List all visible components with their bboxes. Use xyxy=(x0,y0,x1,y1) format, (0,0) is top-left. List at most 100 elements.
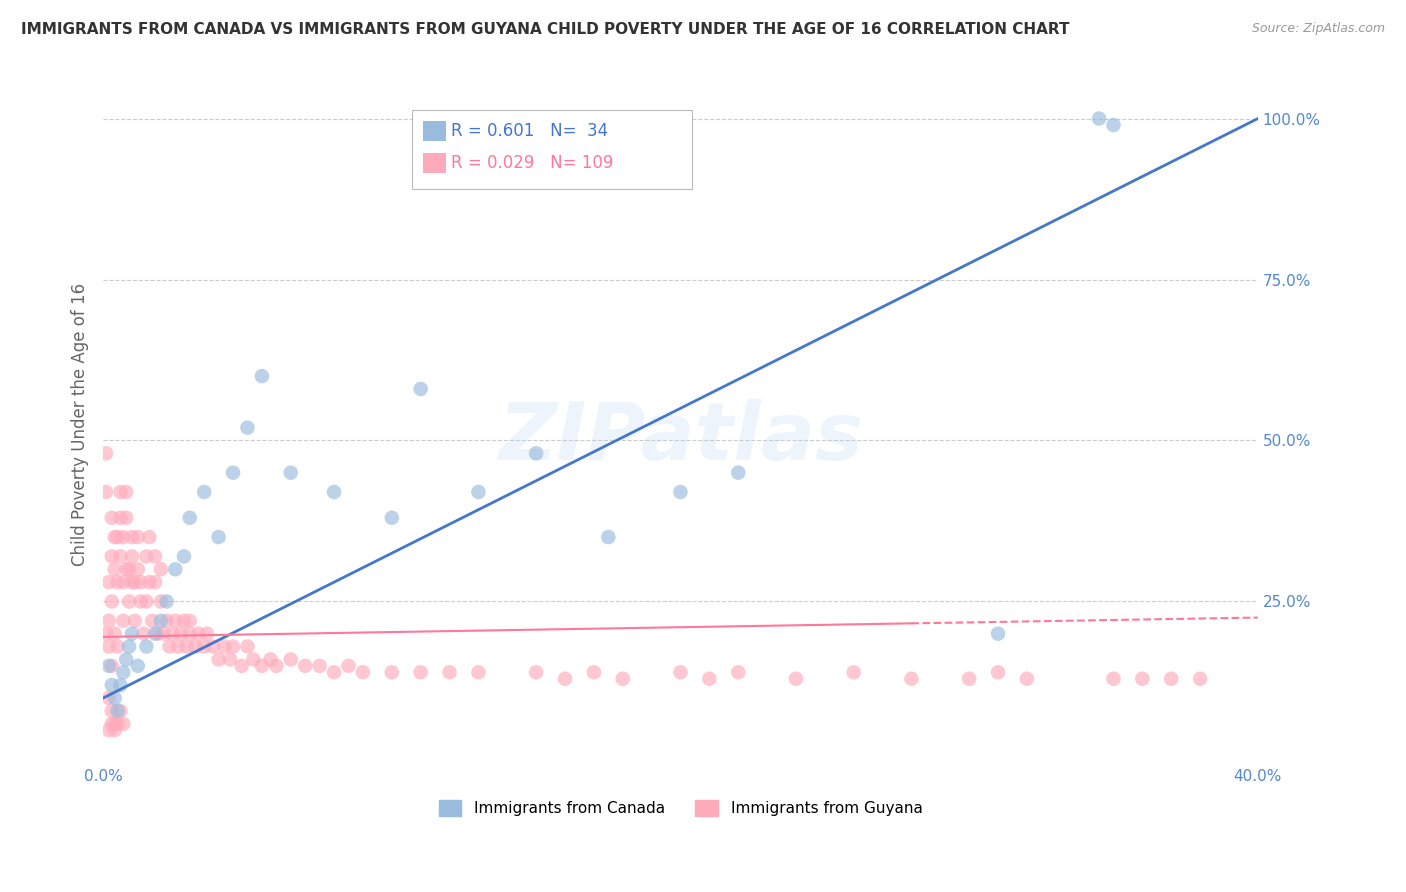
Point xyxy=(900,672,922,686)
Text: R = 0.029   N= 109: R = 0.029 N= 109 xyxy=(451,154,613,172)
Point xyxy=(110,549,132,564)
Y-axis label: Child Poverty Under the Age of 16: Child Poverty Under the Age of 16 xyxy=(72,283,89,566)
Point xyxy=(104,723,127,738)
Point xyxy=(582,665,605,680)
Point xyxy=(236,640,259,654)
Point xyxy=(97,658,120,673)
Point xyxy=(669,665,692,680)
Point xyxy=(101,510,124,524)
Point xyxy=(121,549,143,564)
Point xyxy=(101,678,124,692)
Point xyxy=(1189,672,1212,686)
Point xyxy=(107,716,129,731)
Point xyxy=(259,652,281,666)
Point xyxy=(957,672,980,686)
Point xyxy=(104,530,127,544)
Point xyxy=(193,640,215,654)
Text: Source: ZipAtlas.com: Source: ZipAtlas.com xyxy=(1251,22,1385,36)
Point xyxy=(121,530,143,544)
Point xyxy=(127,562,149,576)
Point xyxy=(179,510,201,524)
Point xyxy=(162,626,184,640)
Point xyxy=(112,665,135,680)
Point xyxy=(193,485,215,500)
Point xyxy=(94,446,117,460)
Point xyxy=(222,640,245,654)
Point xyxy=(612,672,634,686)
Point xyxy=(467,485,489,500)
Point xyxy=(554,672,576,686)
Point xyxy=(1102,118,1125,132)
Point xyxy=(699,672,721,686)
Point xyxy=(323,485,346,500)
Point xyxy=(323,665,346,680)
Point xyxy=(143,626,166,640)
Point xyxy=(127,658,149,673)
Point xyxy=(165,614,187,628)
Point xyxy=(135,549,157,564)
Point xyxy=(242,652,264,666)
Point xyxy=(110,704,132,718)
Point xyxy=(124,614,146,628)
Point xyxy=(1088,112,1111,126)
Point xyxy=(598,530,620,544)
Point xyxy=(176,640,198,654)
Point xyxy=(115,485,138,500)
Point xyxy=(112,614,135,628)
Point xyxy=(381,510,404,524)
Point xyxy=(143,549,166,564)
Text: R = 0.601   N=  34: R = 0.601 N= 34 xyxy=(451,122,609,140)
Point xyxy=(236,420,259,434)
Point xyxy=(280,652,302,666)
Point xyxy=(94,485,117,500)
Point xyxy=(118,594,141,608)
Point xyxy=(110,678,132,692)
Point xyxy=(381,665,404,680)
Point xyxy=(1102,672,1125,686)
Point xyxy=(107,575,129,590)
Text: IMMIGRANTS FROM CANADA VS IMMIGRANTS FROM GUYANA CHILD POVERTY UNDER THE AGE OF : IMMIGRANTS FROM CANADA VS IMMIGRANTS FRO… xyxy=(21,22,1070,37)
Point xyxy=(112,530,135,544)
Point xyxy=(107,704,129,718)
Point xyxy=(129,594,152,608)
Point xyxy=(250,658,273,673)
Point xyxy=(179,626,201,640)
Point xyxy=(118,562,141,576)
Point xyxy=(219,652,242,666)
Point xyxy=(101,549,124,564)
Point xyxy=(1015,672,1038,686)
Point xyxy=(141,614,163,628)
Point xyxy=(112,716,135,731)
Point xyxy=(352,665,374,680)
Point xyxy=(409,665,432,680)
Point xyxy=(104,716,127,731)
Point xyxy=(110,485,132,500)
Point xyxy=(280,466,302,480)
Point xyxy=(135,594,157,608)
Point xyxy=(987,665,1010,680)
Point xyxy=(118,640,141,654)
Point xyxy=(669,485,692,500)
Point xyxy=(135,640,157,654)
Point xyxy=(101,658,124,673)
Point xyxy=(101,594,124,608)
Point xyxy=(97,691,120,706)
Point xyxy=(104,691,127,706)
Point xyxy=(167,640,190,654)
Point xyxy=(266,658,288,673)
Point xyxy=(170,626,193,640)
Point xyxy=(173,614,195,628)
Point xyxy=(179,614,201,628)
Point xyxy=(524,665,547,680)
Point xyxy=(129,575,152,590)
Point xyxy=(94,626,117,640)
Point xyxy=(149,614,172,628)
Point xyxy=(201,640,224,654)
Point xyxy=(97,723,120,738)
Point xyxy=(121,575,143,590)
Point xyxy=(138,575,160,590)
Point xyxy=(104,562,127,576)
Point xyxy=(101,704,124,718)
Point xyxy=(308,658,330,673)
Point xyxy=(187,626,209,640)
